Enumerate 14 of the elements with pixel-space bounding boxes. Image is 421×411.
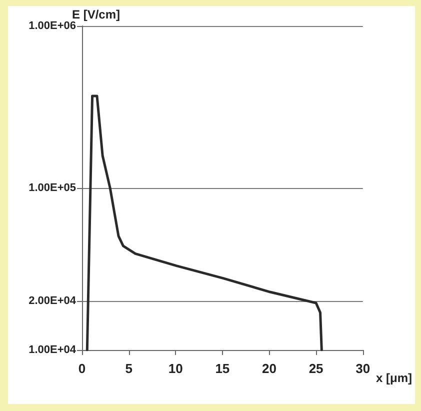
x-tick-label: 5 bbox=[125, 361, 132, 376]
x-tick-label: 25 bbox=[308, 361, 324, 376]
x-tick-label: 10 bbox=[168, 361, 183, 376]
y-tick-label: 2.00E+04 bbox=[28, 295, 77, 308]
y-tick-label: 1.00E+06 bbox=[28, 20, 76, 32]
y-axis-title: E [V/cm] bbox=[72, 8, 120, 22]
y-tick-label: 1.00E+05 bbox=[28, 182, 76, 194]
line-series bbox=[86, 94, 323, 352]
x-tick-label: 30 bbox=[356, 361, 370, 376]
x-tick-label: 15 bbox=[215, 361, 230, 376]
x-axis-title: x [μm] bbox=[376, 371, 412, 385]
x-tick-label: 20 bbox=[262, 361, 276, 376]
y-tick-label: 1.00E+04 bbox=[28, 344, 77, 356]
x-tick-label: 0 bbox=[78, 361, 86, 376]
